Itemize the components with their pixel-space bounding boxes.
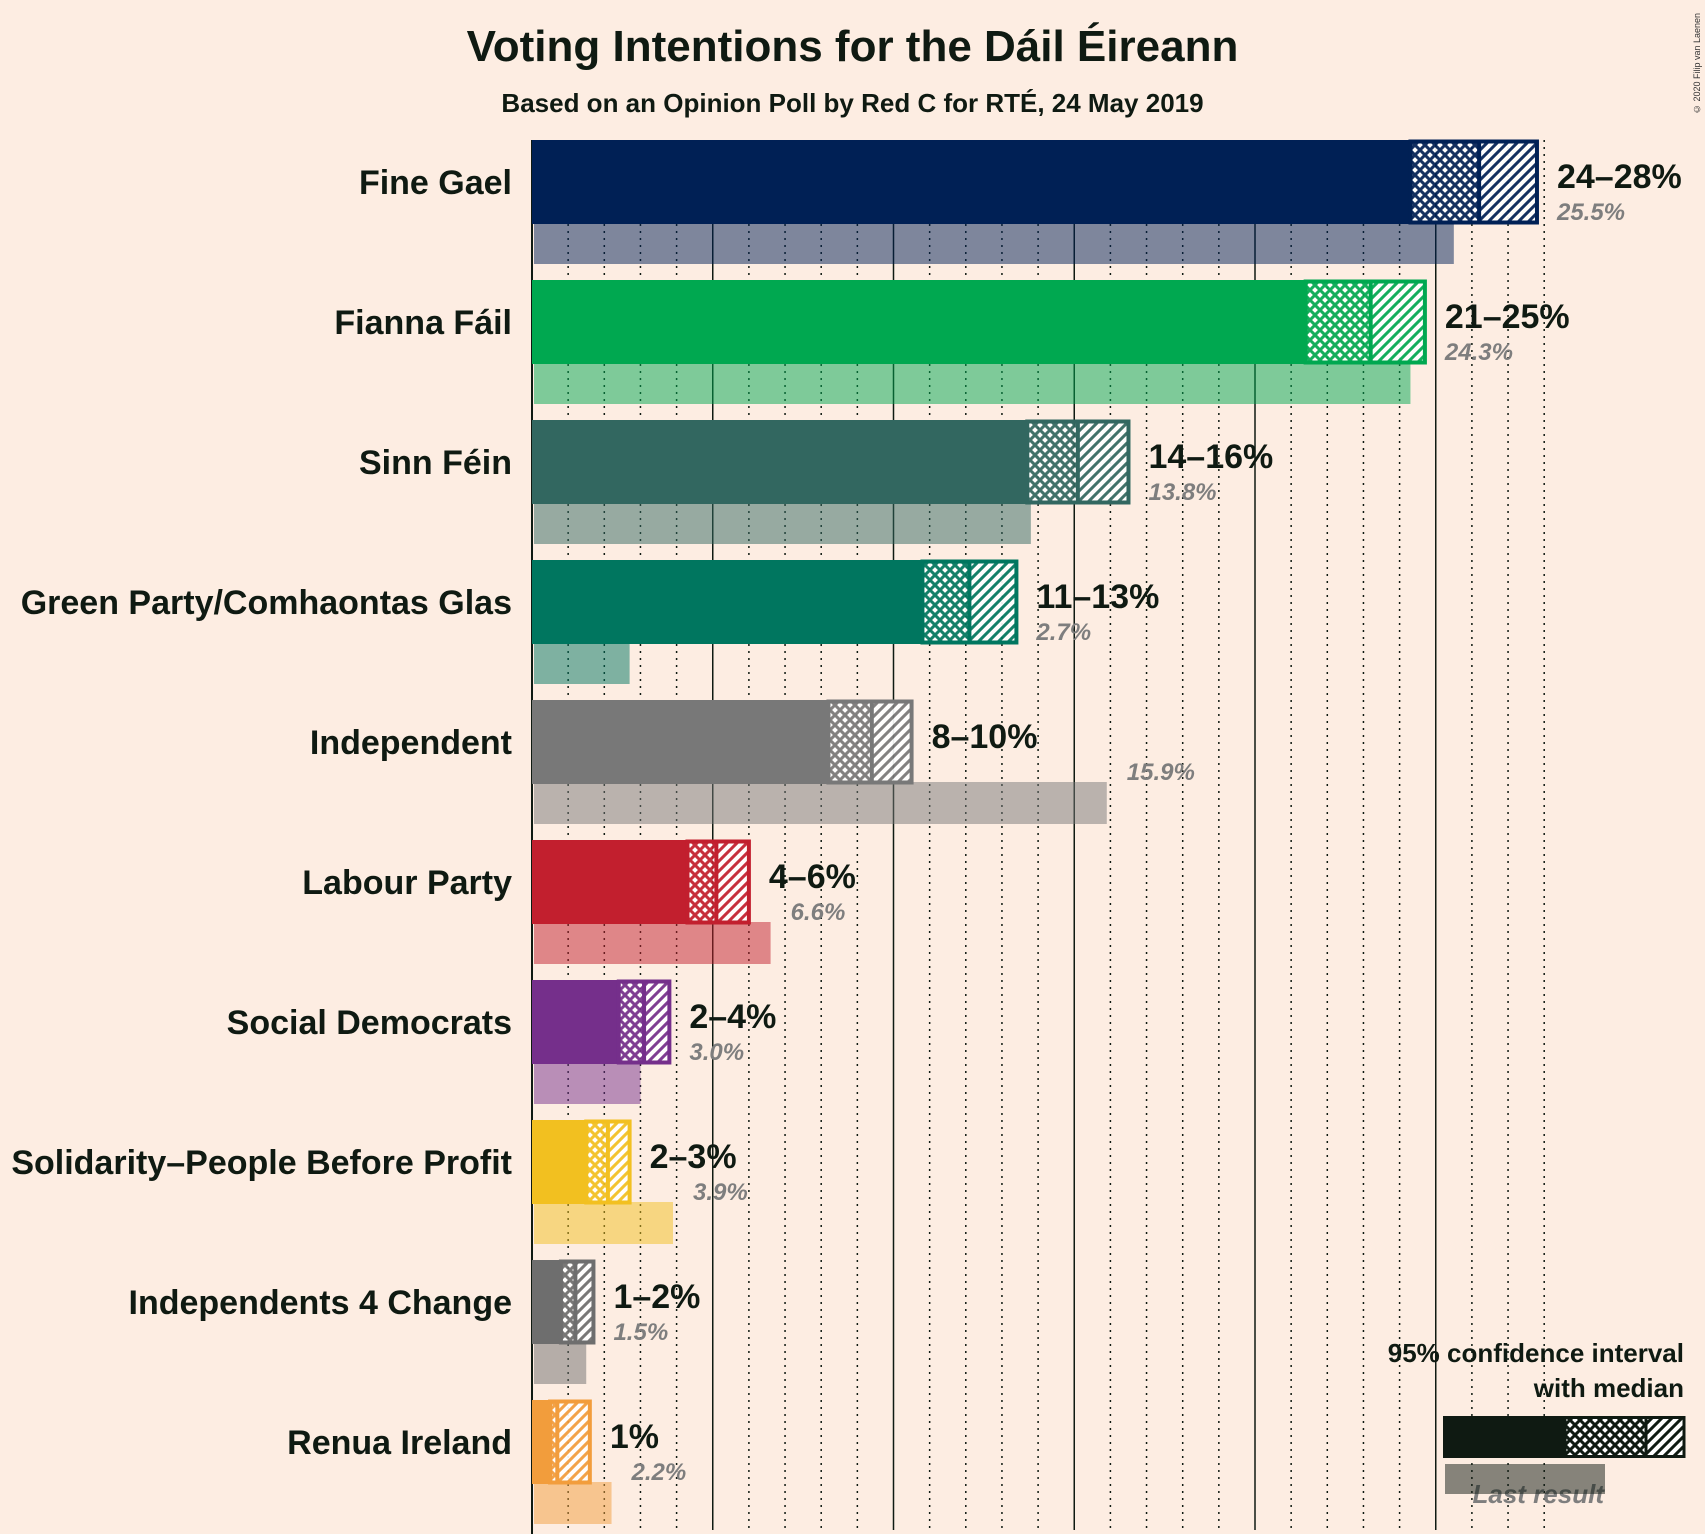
last-result-bar	[534, 502, 1031, 544]
range-label: 24–28%	[1557, 158, 1682, 196]
bar-solid	[532, 840, 688, 924]
legend-last-result-bar	[1445, 1464, 1605, 1494]
bar-ci-upper	[575, 1260, 594, 1344]
party-row: Independent 8–10% 15.9%	[310, 699, 1195, 824]
last-result-bar	[534, 362, 1411, 404]
last-result-label: 2.7%	[1035, 619, 1091, 646]
party-label: Independent	[310, 724, 512, 762]
bar-solid	[532, 280, 1306, 364]
bar-ci-upper	[557, 1400, 590, 1484]
last-result-label: 1.5%	[613, 1319, 668, 1346]
bar-ci-outline	[548, 1399, 592, 1485]
bar-ci-lower	[922, 560, 970, 644]
bar-ci-lower	[586, 1120, 608, 1204]
range-label: 2–4%	[689, 998, 776, 1036]
last-result-label: 15.9%	[1127, 759, 1195, 786]
legend: 95% confidence interval with median Last…	[1388, 1338, 1686, 1509]
bar-ci-upper	[644, 980, 670, 1064]
last-result-label: 24.3%	[1444, 339, 1513, 366]
party-label: Fianna Fáil	[334, 304, 512, 342]
party-row: Fine Gael 24–28% 25.5%	[359, 139, 1682, 264]
bar-ci-lower	[687, 840, 717, 924]
party-label: Fine Gael	[359, 164, 512, 202]
party-row: Sinn Féin 14–16% 13.8%	[359, 419, 1273, 544]
last-result-bar	[534, 782, 1107, 824]
last-result-bar	[534, 1202, 673, 1244]
last-result-bar	[534, 1482, 612, 1524]
party-label: Independents 4 Change	[129, 1284, 513, 1322]
bar-ci-upper	[1479, 140, 1537, 224]
bar-solid	[532, 1260, 561, 1344]
bar-ci-lower	[550, 1400, 558, 1484]
range-label: 4–6%	[769, 858, 856, 896]
bar-solid	[532, 420, 1028, 504]
last-result-bar	[534, 1342, 587, 1384]
last-result-bar	[534, 922, 771, 964]
legend-ci-upper	[1646, 1416, 1684, 1458]
chart-title: Voting Intentions for the Dáil Éireann	[466, 22, 1239, 71]
last-result-label: 6.6%	[791, 899, 846, 926]
legend-solid-bar	[1443, 1416, 1565, 1458]
party-label: Green Party/Comhaontas Glas	[21, 584, 512, 622]
bar-ci-upper	[1077, 420, 1129, 504]
bar-ci-lower	[1305, 280, 1371, 364]
bar-ci-upper	[607, 1120, 630, 1204]
bar-solid	[532, 1120, 587, 1204]
bar-solid	[532, 1400, 551, 1484]
range-label: 1%	[610, 1418, 659, 1456]
chart-subtitle: Based on an Opinion Poll by Red C for RT…	[501, 88, 1204, 118]
bar-ci-lower	[560, 1260, 576, 1344]
last-result-label: 3.9%	[693, 1179, 748, 1206]
bar-ci-lower	[618, 980, 645, 1064]
bar-ci-lower	[1027, 420, 1078, 504]
legend-line-2: with median	[1533, 1373, 1684, 1403]
last-result-bar	[534, 1062, 641, 1104]
party-label: Renua Ireland	[287, 1424, 512, 1462]
party-row: Renua Ireland 1% 2.2%	[287, 1399, 687, 1524]
bar-ci-lower	[828, 700, 872, 784]
bar-ci-upper	[716, 840, 749, 924]
legend-ci-outline	[1563, 1416, 1686, 1458]
party-label: Social Democrats	[227, 1004, 512, 1042]
last-result-label: 25.5%	[1556, 199, 1625, 226]
range-label: 11–13%	[1036, 578, 1159, 616]
last-result-label: 2.2%	[631, 1459, 687, 1486]
legend-line-1: 95% confidence interval	[1388, 1338, 1684, 1368]
legend-ci-lower	[1565, 1416, 1646, 1458]
party-label: Solidarity–People Before Profit	[11, 1144, 512, 1182]
party-row: Social Democrats 2–4% 3.0%	[227, 979, 776, 1104]
bar-ci-outline	[1408, 139, 1539, 225]
bar-ci-outline	[1303, 279, 1427, 365]
bar-solid	[532, 140, 1411, 224]
last-result-label: 3.0%	[689, 1039, 744, 1066]
range-label: 8–10%	[932, 718, 1038, 756]
bar-solid	[532, 980, 619, 1064]
range-label: 1–2%	[613, 1278, 700, 1316]
party-label: Sinn Féin	[359, 444, 512, 482]
party-row: Green Party/Comhaontas Glas 11–13% 2.7%	[21, 559, 1159, 684]
party-row: Independents 4 Change 1–2% 1.5%	[129, 1259, 700, 1384]
bar-ci-upper	[871, 700, 912, 784]
party-row: Fianna Fáil 21–25% 24.3%	[334, 279, 1570, 404]
bar-solid	[532, 560, 923, 644]
bar-ci-lower	[1410, 140, 1480, 224]
bar-series: Fine Gael 24–28% 25.5% Fianna Fáil 21–25% 24.…	[11, 139, 1682, 1524]
last-result-bar	[534, 222, 1454, 264]
range-label: 2–3%	[650, 1138, 737, 1176]
bar-ci-upper	[1370, 280, 1425, 364]
bar-ci-upper	[969, 560, 1017, 644]
last-result-label: 13.8%	[1148, 479, 1216, 506]
party-label: Labour Party	[302, 864, 512, 902]
party-row: Solidarity–People Before Profit 2–3% 3.9%	[11, 1119, 748, 1244]
last-result-bar	[534, 642, 630, 684]
range-label: 14–16%	[1148, 438, 1273, 476]
bar-solid	[532, 700, 829, 784]
range-label: 21–25%	[1445, 298, 1570, 336]
party-row: Labour Party 4–6% 6.6%	[302, 839, 856, 964]
